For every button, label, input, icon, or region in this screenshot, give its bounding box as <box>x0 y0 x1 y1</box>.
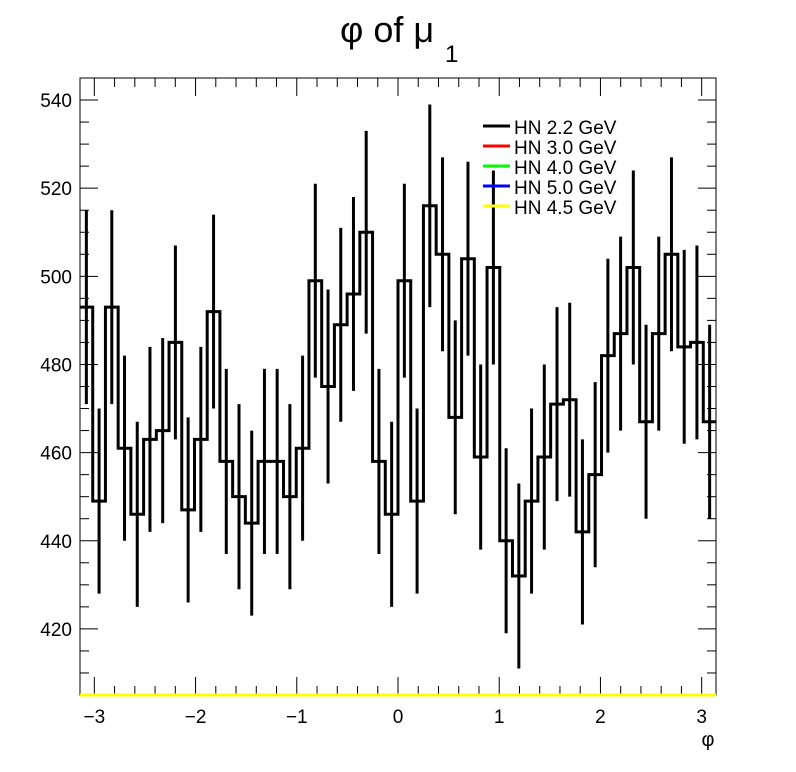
chart-title-main: φ of μ <box>340 9 434 50</box>
x-tick-label: −1 <box>286 707 308 728</box>
y-tick-label: 520 <box>40 179 72 200</box>
chart-title: φ of μ 1 <box>340 9 458 68</box>
x-tick-label: 0 <box>393 707 404 728</box>
legend-entry-label: HN 5.0 GeV <box>514 178 617 199</box>
x-tick-label: 2 <box>595 707 606 728</box>
y-tick-labels: 420 440 460 480 500 520 540 <box>40 91 72 641</box>
x-tick-label: 1 <box>494 707 505 728</box>
x-axis-label: φ <box>702 729 715 751</box>
y-tick-label: 420 <box>40 620 72 641</box>
x-tick-label: 3 <box>696 707 707 728</box>
y-tick-label: 500 <box>40 267 72 288</box>
legend-entry-label: HN 2.2 GeV <box>514 118 617 139</box>
x-tick-label: −3 <box>83 707 105 728</box>
legend-entry-label: HN 4.0 GeV <box>514 158 617 179</box>
series-layer <box>80 104 716 697</box>
y-tick-label: 480 <box>40 355 72 376</box>
x-tick-label: −2 <box>185 707 207 728</box>
series-step-line <box>80 204 716 578</box>
legend-entry-label: HN 4.5 GeV <box>514 198 617 219</box>
chart-title-subscript: 1 <box>445 41 458 68</box>
legend-entry-label: HN 3.0 GeV <box>514 138 617 159</box>
y-tick-label: 440 <box>40 532 72 553</box>
y-tick-label: 460 <box>40 444 72 465</box>
y-tick-label: 540 <box>40 91 72 112</box>
axis-ticks <box>80 77 716 695</box>
x-tick-labels: −3 −2 −1 0 1 2 3 <box>83 707 706 728</box>
